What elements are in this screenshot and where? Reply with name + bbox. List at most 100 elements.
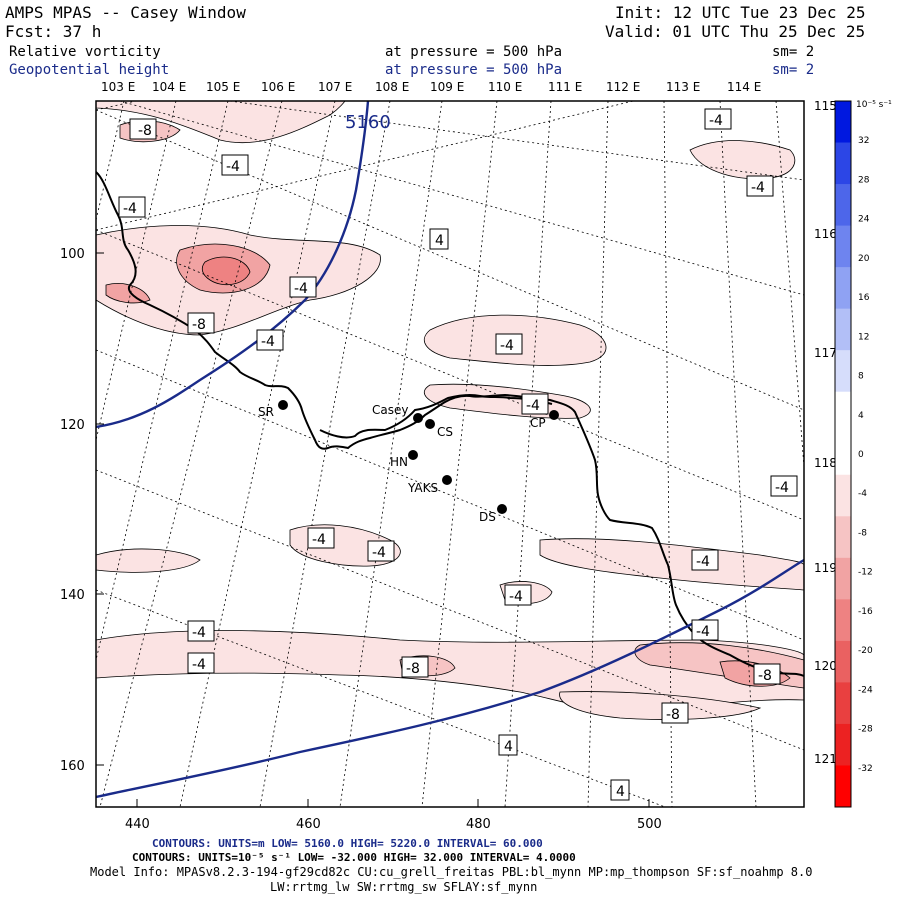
height-contour-info: CONTOURS: UNITS=m LOW= 5160.0 HIGH= 5220… <box>152 837 543 850</box>
y-label: 140 <box>60 588 85 603</box>
vort-label: 4 <box>498 734 518 756</box>
vort-label: -4 <box>521 393 549 415</box>
vort-label: -4 <box>118 196 146 218</box>
lon-label: 113 E <box>666 80 700 94</box>
svg-text:-8: -8 <box>666 707 680 723</box>
init-time: Init: 12 UTC Tue 23 Dec 25 <box>615 3 866 22</box>
colorbar: 10⁻⁵ s⁻¹ 32 28 24 20 16 12 8 4 0 -4 -8 -12 -16 -20 -24… <box>834 100 892 808</box>
vort-label: -4 <box>691 549 719 571</box>
height-contour-5160-south <box>96 558 804 799</box>
svg-text:4: 4 <box>616 784 625 800</box>
colorbar-tick: -8 <box>858 528 867 538</box>
svg-text:-4: -4 <box>526 398 540 414</box>
station-sr: SR <box>258 400 288 419</box>
colorbar-tick: 4 <box>858 411 864 421</box>
station-yaks: YAKS <box>407 475 452 495</box>
lon-label: 104 E <box>152 80 186 94</box>
height-contour-5160-west <box>96 101 370 429</box>
lon-label: 105 E <box>206 80 240 94</box>
y-label: 120 <box>60 418 85 433</box>
x-label: 440 <box>125 817 150 832</box>
vort-label: -8 <box>187 312 215 334</box>
colorbar-cell <box>835 723 851 766</box>
vort-label: -4 <box>746 175 774 197</box>
model-info: Model Info: MPASv8.2.3-194-gf29cd82c CU:… <box>90 865 813 879</box>
colorbar-tick: -32 <box>858 764 873 774</box>
station-casey: Casey <box>372 403 423 423</box>
x-label: 460 <box>296 817 321 832</box>
svg-text:-4: -4 <box>192 657 206 673</box>
y-ticks <box>96 252 104 766</box>
colorbar-tick: -4 <box>858 489 867 499</box>
svg-text:-4: -4 <box>509 589 523 605</box>
longitude-grid <box>96 101 804 807</box>
vort-label: 4 <box>610 779 630 801</box>
lon-label: 114 E <box>727 80 761 94</box>
x-ticks <box>136 799 650 807</box>
chart-title: AMPS MPAS -- Casey Window <box>5 3 246 22</box>
svg-text:4: 4 <box>504 739 513 755</box>
svg-text:YAKS: YAKS <box>407 481 438 495</box>
colorbar-cell <box>835 557 851 600</box>
station-hn: HN <box>390 450 418 469</box>
x-label: 500 <box>637 817 662 832</box>
station-cp: CP <box>530 410 559 430</box>
colorbar-cell <box>835 516 851 559</box>
svg-text:-4: -4 <box>696 554 710 570</box>
height-contours <box>96 101 804 799</box>
svg-text:HN: HN <box>390 455 408 469</box>
field1-level: at pressure = 500 hPa <box>385 44 563 60</box>
colorbar-tick: 16 <box>858 293 870 303</box>
colorbar-tick: 24 <box>858 215 870 225</box>
colorbar-tick: -12 <box>858 568 873 578</box>
vort-label: -4 <box>187 652 215 674</box>
svg-text:-8: -8 <box>406 661 420 677</box>
lon-label: 103 E <box>101 80 135 94</box>
vort-label: -4 <box>691 619 719 641</box>
colorbar-cell <box>835 142 851 185</box>
colorbar-cell <box>835 765 851 808</box>
vort-label: -4 <box>770 475 798 497</box>
colorbar-cell <box>835 101 851 144</box>
svg-text:-4: -4 <box>294 281 308 297</box>
svg-text:-4: -4 <box>500 338 514 354</box>
colorbar-unit: 10⁻⁵ s⁻¹ <box>856 100 892 110</box>
vorticity-contour-info: CONTOURS: UNITS=10⁻⁵ s⁻¹ LOW= -32.000 HI… <box>132 851 576 864</box>
x-label: 480 <box>466 817 491 832</box>
colorbar-cell <box>835 308 851 351</box>
colorbar-tick: -16 <box>858 607 873 617</box>
svg-text:-4: -4 <box>372 545 386 561</box>
y-label: 160 <box>60 759 85 774</box>
field2-level: at pressure = 500 hPa <box>385 62 563 78</box>
lon-label: 106 E <box>261 80 295 94</box>
height-contour-label: 5160 <box>345 112 391 133</box>
colorbar-tick: 12 <box>858 332 869 342</box>
vort-labels: -8 -4 -4 -4 4 -4 -8 -4 -4 -4 -4 -4 -4 -4… <box>118 108 798 801</box>
model-info-line2: LW:rrtmg_lw SW:rrtmg_sw SFLAY:sf_mynn <box>270 880 538 894</box>
svg-text:-4: -4 <box>751 180 765 196</box>
plot-border <box>95 100 805 808</box>
colorbar-cell <box>835 474 851 517</box>
colorbar-cell <box>835 391 851 434</box>
svg-text:-4: -4 <box>709 113 723 129</box>
svg-text:-4: -4 <box>312 532 326 548</box>
colorbar-tick: 8 <box>858 372 864 382</box>
colorbar-cell <box>835 350 851 393</box>
vort-label: -4 <box>256 329 284 351</box>
vort-label: -4 <box>307 527 335 549</box>
lon-label: 107 E <box>318 80 352 94</box>
lon-label: 112 E <box>606 80 640 94</box>
coastline-inner <box>319 393 553 439</box>
svg-text:-4: -4 <box>192 625 206 641</box>
colorbar-tick: -28 <box>858 725 873 735</box>
lon-label: 109 E <box>430 80 464 94</box>
svg-text:-8: -8 <box>192 317 206 333</box>
vort-label: -8 <box>129 118 157 140</box>
colorbar-tick: 20 <box>858 254 870 264</box>
colorbar-cell <box>835 682 851 725</box>
vort-label: -4 <box>704 108 732 130</box>
svg-text:-4: -4 <box>123 201 137 217</box>
field1-smoothing: sm= 2 <box>772 44 815 60</box>
colorbar-cell <box>835 184 851 227</box>
